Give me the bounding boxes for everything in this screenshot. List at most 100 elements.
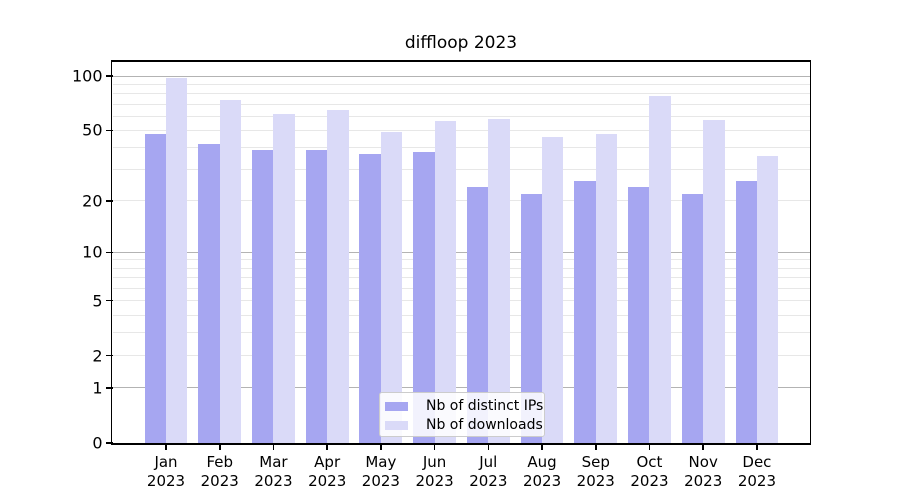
x-tick-year: 2023 xyxy=(630,472,669,490)
y-tick-mark-20 xyxy=(106,200,113,202)
minor-gridline-30 xyxy=(112,169,810,171)
x-tick-month: Aug xyxy=(527,453,557,471)
x-tick-month: Dec xyxy=(742,453,772,471)
x-tick-month: Jan xyxy=(154,453,178,471)
minor-gridline-6 xyxy=(112,287,810,289)
minor-gridline-70 xyxy=(112,103,810,105)
x-tick-mark-nov xyxy=(702,443,704,450)
x-tick-month: Sep xyxy=(581,453,610,471)
bar-distinct-ips-oct xyxy=(628,187,650,443)
x-tick-label-sep: Sep 2023 xyxy=(556,453,636,491)
minor-gridline-9 xyxy=(112,259,810,261)
x-tick-mark-aug xyxy=(541,443,543,450)
y-tick-mark-50 xyxy=(106,129,113,132)
y-tick-label-5: 5 xyxy=(92,291,103,311)
y-tick-mark-5 xyxy=(106,299,113,302)
x-tick-month: Oct xyxy=(636,453,663,471)
bar-distinct-ips-may xyxy=(359,153,381,443)
x-tick-year: 2023 xyxy=(200,472,239,490)
minor-gridline-50 xyxy=(112,129,810,131)
x-tick-label-feb: Feb 2023 xyxy=(180,453,260,491)
x-tick-mark-dec xyxy=(756,443,758,450)
x-tick-year: 2023 xyxy=(254,472,293,490)
x-tick-month: Feb xyxy=(206,453,233,471)
bar-distinct-ips-jun xyxy=(413,151,435,443)
minor-gridline-7 xyxy=(112,277,810,279)
legend-item-downloads: Nb of downloads xyxy=(385,417,543,433)
x-tick-mark-apr xyxy=(326,443,328,450)
x-tick-month: Jul xyxy=(479,453,498,471)
legend-swatch-downloads xyxy=(385,420,408,430)
chart-title: diffloop 2023 xyxy=(404,33,518,53)
y-tick-label-20: 20 xyxy=(82,191,103,211)
x-tick-label-nov: Nov 2023 xyxy=(663,453,743,491)
bar-distinct-ips-mar xyxy=(252,149,274,443)
bar-distinct-ips-feb xyxy=(198,143,220,443)
x-tick-mark-jan xyxy=(165,443,167,450)
bar-downloads-oct xyxy=(649,95,671,443)
x-tick-year: 2023 xyxy=(576,472,615,490)
spine-right xyxy=(809,60,812,445)
y-tick-mark-0 xyxy=(106,442,113,444)
minor-gridline-2 xyxy=(112,355,810,357)
bar-downloads-feb xyxy=(219,99,242,443)
x-tick-year: 2023 xyxy=(469,472,508,490)
x-tick-month: Apr xyxy=(314,453,341,471)
y-tick-label-0: 0 xyxy=(92,433,103,453)
x-tick-year: 2023 xyxy=(737,472,776,490)
minor-gridline-90 xyxy=(112,83,810,85)
bar-downloads-sep xyxy=(595,133,618,443)
minor-gridline-8 xyxy=(112,267,810,269)
x-tick-month: Jun xyxy=(422,453,447,471)
x-tick-label-mar: Mar 2023 xyxy=(233,453,313,491)
minor-gridline-20 xyxy=(112,200,810,202)
bar-downloads-aug xyxy=(542,136,564,443)
minor-gridline-40 xyxy=(112,147,810,149)
x-tick-mark-feb xyxy=(218,443,221,450)
x-tick-label-may: May 2023 xyxy=(341,453,421,491)
x-tick-year: 2023 xyxy=(684,472,723,490)
major-gridline-10 xyxy=(112,251,810,253)
x-tick-mark-sep xyxy=(594,443,597,450)
bar-distinct-ips-aug xyxy=(520,193,543,443)
x-tick-month: Mar xyxy=(259,453,288,471)
y-tick-label-10: 10 xyxy=(82,242,103,262)
x-tick-mark-may xyxy=(380,443,382,450)
minor-gridline-4 xyxy=(112,314,810,316)
x-tick-label-apr: Apr 2023 xyxy=(287,453,367,491)
bar-downloads-apr xyxy=(327,109,349,443)
minor-gridline-80 xyxy=(112,93,810,95)
legend-swatch-distinct-ips xyxy=(385,401,408,411)
x-tick-year: 2023 xyxy=(522,472,562,490)
bar-downloads-jan xyxy=(166,78,188,443)
x-tick-label-jan: Jan 2023 xyxy=(126,453,206,491)
x-tick-year: 2023 xyxy=(415,472,454,490)
spine-bottom xyxy=(110,443,812,445)
bar-distinct-ips-apr xyxy=(305,149,328,443)
bar-distinct-ips-dec xyxy=(735,180,757,443)
x-tick-label-oct: Oct 2023 xyxy=(609,453,689,491)
x-tick-label-dec: Dec 2023 xyxy=(717,453,797,491)
legend-label-distinct-ips: Nb of distinct IPs xyxy=(426,398,544,414)
y-tick-label-1: 1 xyxy=(92,378,103,398)
legend: Nb of distinct IPs Nb of downloads xyxy=(379,392,545,437)
y-tick-mark-2 xyxy=(106,354,113,357)
bar-distinct-ips-jul xyxy=(466,187,489,443)
bar-downloads-dec xyxy=(756,155,779,443)
y-tick-label-50: 50 xyxy=(82,120,103,140)
x-tick-mark-oct xyxy=(648,443,651,450)
x-tick-year: 2023 xyxy=(361,472,400,490)
x-tick-mark-jul xyxy=(487,443,490,450)
bar-distinct-ips-jan xyxy=(144,133,166,443)
y-tick-label-100: 100 xyxy=(71,66,103,86)
minor-gridline-5 xyxy=(112,300,810,302)
bar-downloads-may xyxy=(380,131,403,443)
x-tick-label-jul: Jul 2023 xyxy=(448,453,528,491)
legend-label-downloads: Nb of downloads xyxy=(426,417,543,433)
bar-downloads-mar xyxy=(273,113,295,443)
x-tick-label-aug: Aug 2023 xyxy=(502,453,582,491)
spine-top xyxy=(110,60,812,62)
y-tick-mark-1 xyxy=(106,387,113,389)
x-tick-mark-mar xyxy=(272,443,275,450)
